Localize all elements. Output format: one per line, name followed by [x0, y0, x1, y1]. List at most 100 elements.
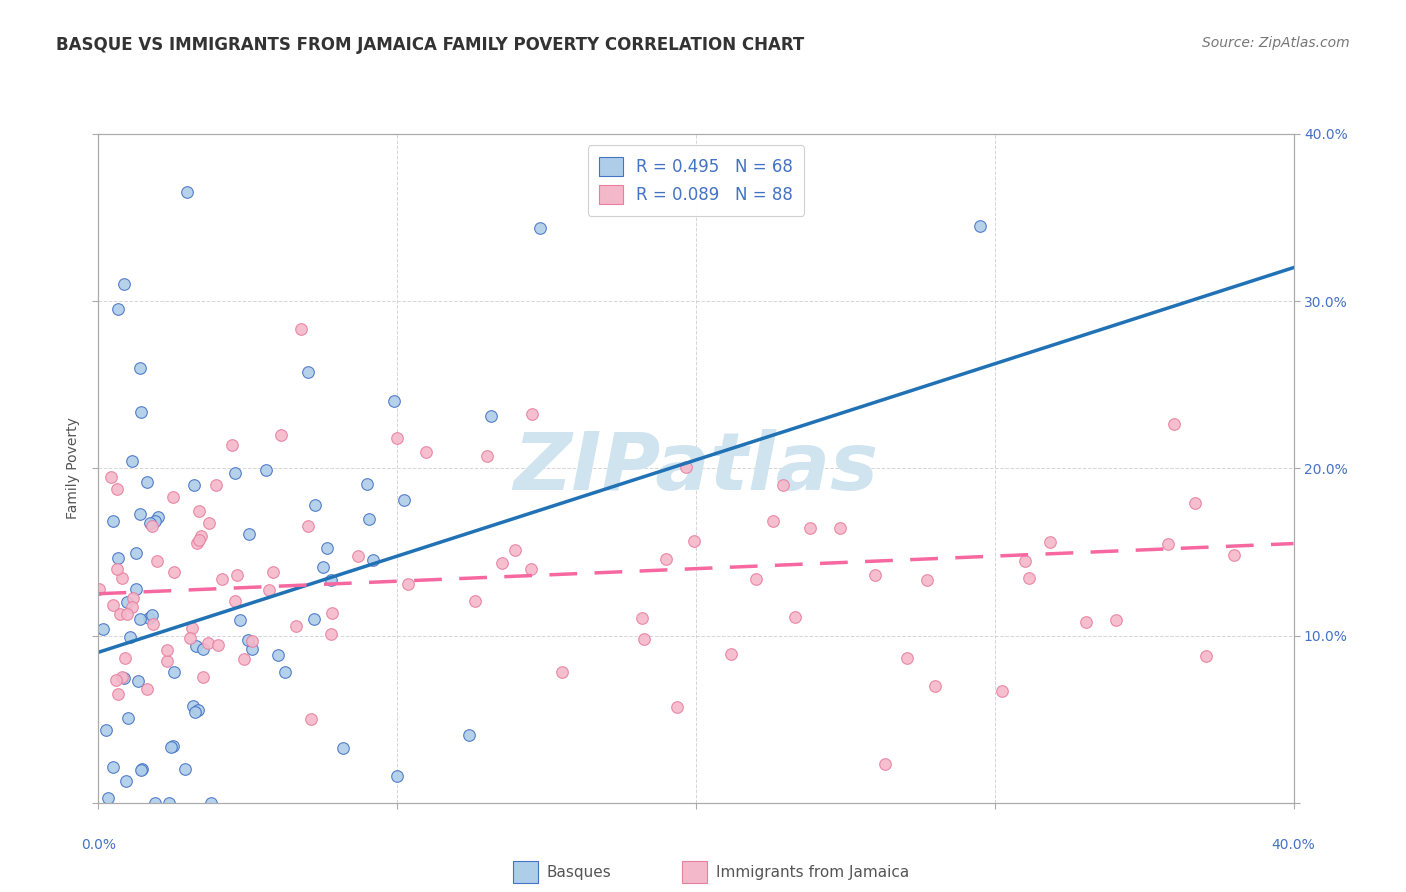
- Point: [121, 454, 143, 468]
- Text: Basques: Basques: [547, 865, 612, 880]
- Point: [135, 681, 157, 696]
- Point: [101, 760, 124, 774]
- Point: [105, 562, 128, 576]
- Point: [529, 220, 551, 235]
- Point: [190, 529, 212, 543]
- Point: [267, 648, 290, 662]
- Point: [762, 514, 785, 528]
- Text: Immigrants from Jamaica: Immigrants from Jamaica: [716, 865, 908, 880]
- Point: [1018, 571, 1040, 585]
- Point: [211, 572, 233, 586]
- Point: [236, 633, 259, 648]
- Point: [924, 679, 946, 693]
- Point: [115, 774, 138, 789]
- Point: [103, 598, 125, 612]
- Point: [112, 671, 135, 685]
- Point: [107, 687, 129, 701]
- Point: [475, 449, 498, 463]
- Point: [183, 698, 205, 713]
- Point: [675, 460, 697, 475]
- Point: [479, 409, 502, 423]
- Point: [316, 541, 339, 556]
- Text: 40.0%: 40.0%: [1271, 838, 1316, 853]
- Point: [270, 428, 292, 442]
- Point: [181, 621, 204, 635]
- Point: [240, 634, 263, 648]
- Point: [1074, 615, 1097, 629]
- Point: [1039, 535, 1062, 549]
- Point: [745, 573, 768, 587]
- Point: [720, 647, 742, 661]
- Point: [115, 607, 138, 621]
- Point: [114, 650, 136, 665]
- Point: [297, 519, 319, 533]
- Point: [127, 673, 149, 688]
- Point: [162, 490, 184, 504]
- Point: [128, 507, 150, 521]
- Point: [162, 739, 184, 754]
- Point: [896, 651, 918, 665]
- Point: [94, 723, 117, 737]
- Point: [131, 762, 153, 776]
- Point: [1014, 554, 1036, 568]
- Point: [321, 573, 343, 587]
- Point: [385, 431, 409, 445]
- Point: [1163, 417, 1185, 431]
- Point: [107, 551, 129, 566]
- Point: [503, 543, 526, 558]
- Point: [464, 594, 486, 608]
- Point: [382, 394, 405, 409]
- Point: [311, 560, 333, 574]
- Point: [457, 729, 479, 743]
- Point: [129, 764, 152, 778]
- Point: [188, 533, 211, 548]
- Point: [392, 492, 415, 507]
- Point: [112, 277, 135, 292]
- Point: [1184, 496, 1206, 510]
- Point: [207, 638, 229, 652]
- Point: [830, 521, 852, 535]
- Point: [117, 711, 139, 725]
- Point: [121, 591, 143, 605]
- Point: [118, 630, 141, 644]
- Point: [111, 571, 134, 585]
- Point: [128, 361, 150, 376]
- Point: [176, 186, 198, 200]
- Point: [224, 593, 246, 607]
- Point: [655, 551, 678, 566]
- Point: [799, 521, 821, 535]
- Point: [191, 670, 214, 684]
- Point: [238, 527, 260, 541]
- Point: [357, 512, 380, 526]
- Point: [1195, 649, 1218, 664]
- Point: [200, 796, 222, 810]
- Point: [145, 554, 167, 568]
- Text: ZIPatlas: ZIPatlas: [513, 429, 879, 508]
- Point: [865, 568, 887, 582]
- Point: [302, 612, 325, 626]
- Point: [141, 608, 163, 623]
- Point: [332, 741, 354, 756]
- Point: [361, 553, 384, 567]
- Point: [121, 600, 143, 615]
- Point: [415, 445, 437, 459]
- Point: [254, 463, 277, 477]
- Legend: R = 0.495   N = 68, R = 0.089   N = 88: R = 0.495 N = 68, R = 0.089 N = 88: [588, 145, 804, 216]
- Point: [783, 609, 806, 624]
- Point: [969, 219, 991, 233]
- Point: [1223, 548, 1246, 562]
- Point: [915, 573, 938, 587]
- Text: 0.0%: 0.0%: [82, 838, 115, 853]
- Point: [198, 516, 221, 530]
- Point: [142, 616, 165, 631]
- Point: [143, 514, 166, 528]
- Point: [683, 533, 706, 548]
- Point: [139, 516, 162, 531]
- Point: [125, 582, 148, 596]
- Point: [520, 407, 543, 421]
- Point: [184, 639, 207, 653]
- Point: [163, 565, 186, 579]
- Point: [103, 514, 125, 528]
- Point: [240, 642, 263, 657]
- Point: [156, 654, 179, 668]
